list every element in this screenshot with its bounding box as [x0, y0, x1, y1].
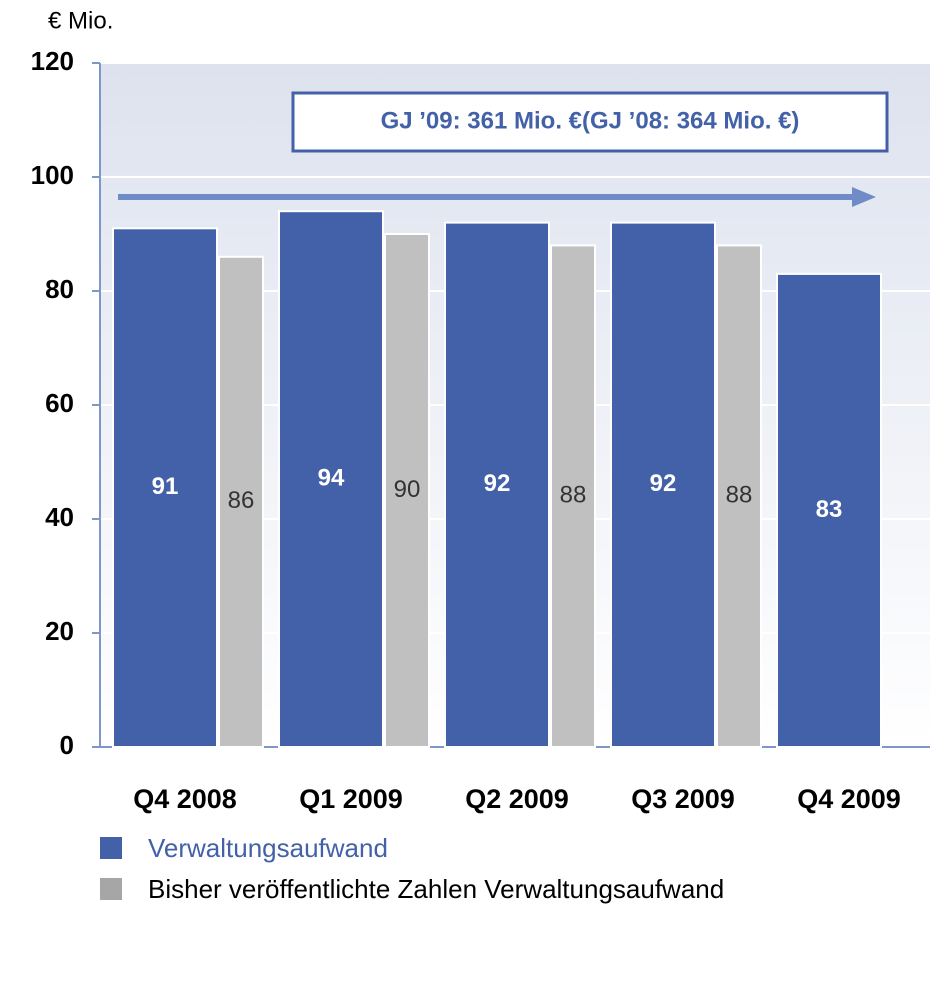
- annotation: GJ ’09: 361 Mio. €(GJ ’08: 364 Mio. €): [381, 107, 800, 134]
- x-tick-label: Q1 2009: [299, 784, 403, 814]
- data-label: 94: [318, 464, 345, 491]
- bar: [610, 221, 716, 749]
- bar: [112, 227, 218, 749]
- y-tick-label: 40: [45, 502, 74, 532]
- legend-label: Bisher veröffentlichte Zahlen Verwaltung…: [148, 874, 724, 904]
- bar: [278, 210, 384, 748]
- data-label: 92: [650, 470, 677, 497]
- x-tick-label: Q4 2009: [797, 784, 901, 814]
- y-tick-label: 120: [31, 46, 74, 76]
- bar: [384, 233, 430, 748]
- data-label: 88: [560, 482, 587, 509]
- legend-label: Verwaltungsaufwand: [148, 833, 388, 863]
- y-tick-label: 100: [31, 160, 74, 190]
- x-tick-label: Q3 2009: [631, 784, 735, 814]
- bar: [444, 221, 550, 749]
- legend-swatch: [100, 878, 122, 900]
- bar: [218, 255, 264, 748]
- bar: [776, 272, 882, 748]
- y-tick-label: 20: [45, 616, 74, 646]
- y-tick-label: 0: [60, 730, 74, 760]
- y-tick-label: 80: [45, 274, 74, 304]
- y-tick-label: 60: [45, 388, 74, 418]
- data-label: 90: [394, 476, 421, 503]
- bar: [550, 244, 596, 748]
- bar: [716, 244, 762, 748]
- data-label: 91: [152, 473, 179, 500]
- x-tick-label: Q2 2009: [465, 784, 569, 814]
- legend-swatch: [100, 837, 122, 859]
- trend-arrow-head: [852, 187, 876, 207]
- annotation-box: [291, 91, 889, 153]
- data-label: 92: [484, 470, 511, 497]
- data-label: 83: [816, 496, 843, 523]
- data-label: 86: [228, 487, 255, 514]
- x-tick-label: Q4 2008: [133, 784, 237, 814]
- unit-label: € Mio.: [48, 7, 113, 34]
- data-label: 88: [726, 482, 753, 509]
